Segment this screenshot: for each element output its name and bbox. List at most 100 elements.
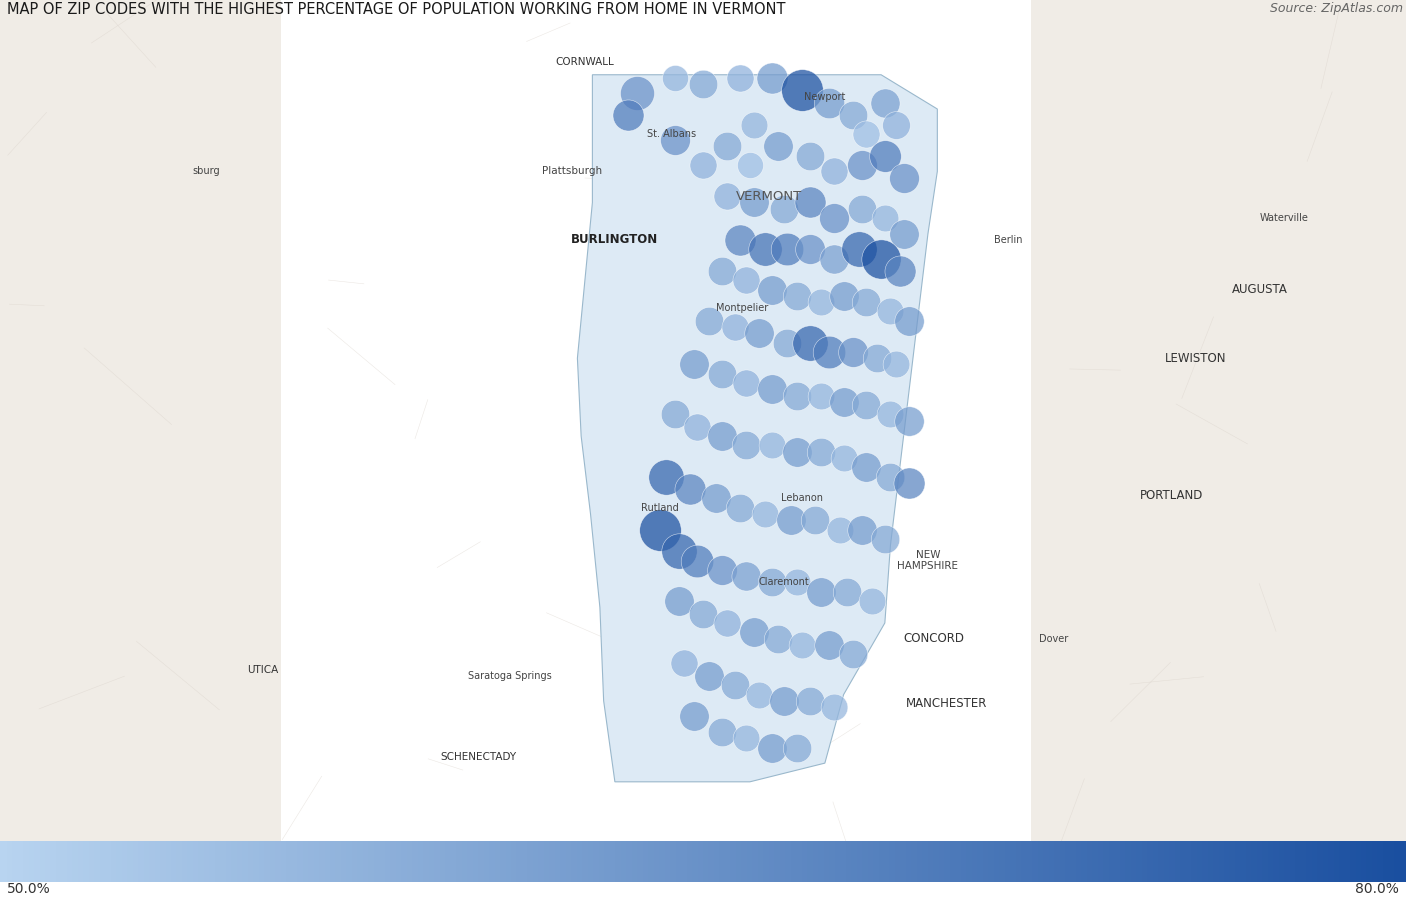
Polygon shape bbox=[0, 0, 281, 841]
Point bbox=[889, 263, 911, 278]
Point bbox=[742, 118, 765, 132]
Point bbox=[898, 476, 921, 490]
Point bbox=[870, 252, 893, 266]
Point bbox=[799, 195, 821, 209]
Text: 80.0%: 80.0% bbox=[1355, 882, 1399, 896]
Point bbox=[851, 158, 873, 173]
Point bbox=[893, 170, 915, 184]
Point bbox=[832, 289, 855, 303]
Text: NEW
HAMPSHIRE: NEW HAMPSHIRE bbox=[897, 550, 959, 572]
Point bbox=[742, 195, 765, 209]
Point bbox=[668, 544, 690, 558]
Point bbox=[710, 725, 733, 739]
Point bbox=[761, 741, 783, 755]
Point bbox=[810, 388, 832, 403]
Point bbox=[742, 625, 765, 639]
Point bbox=[855, 295, 877, 309]
Point bbox=[823, 165, 845, 179]
Text: PORTLAND: PORTLAND bbox=[1140, 489, 1204, 502]
Text: Plattsburgh: Plattsburgh bbox=[541, 166, 602, 176]
Point bbox=[810, 444, 832, 458]
Text: Saratoga Springs: Saratoga Springs bbox=[468, 671, 551, 681]
Point bbox=[716, 189, 738, 203]
Point bbox=[730, 233, 752, 247]
Point bbox=[686, 554, 709, 568]
Point bbox=[873, 148, 896, 163]
Point bbox=[664, 407, 686, 422]
Point bbox=[761, 438, 783, 452]
Point bbox=[898, 314, 921, 328]
Point bbox=[828, 522, 851, 537]
Point bbox=[855, 127, 877, 141]
Point bbox=[668, 594, 690, 609]
Polygon shape bbox=[578, 75, 938, 782]
Point bbox=[842, 647, 865, 662]
Point bbox=[873, 211, 896, 226]
Point bbox=[832, 450, 855, 465]
Point bbox=[799, 335, 821, 350]
Point bbox=[823, 211, 845, 226]
Point bbox=[710, 563, 733, 577]
Point bbox=[799, 694, 821, 708]
Point bbox=[786, 388, 808, 403]
Point bbox=[786, 289, 808, 303]
Point bbox=[692, 77, 714, 92]
Point bbox=[772, 201, 794, 216]
Point bbox=[810, 584, 832, 599]
Point bbox=[679, 482, 702, 496]
Point bbox=[766, 631, 789, 645]
Text: Newport: Newport bbox=[804, 92, 845, 102]
Point bbox=[754, 242, 776, 256]
Point bbox=[842, 345, 865, 360]
Point bbox=[761, 575, 783, 590]
Point bbox=[851, 201, 873, 216]
Point bbox=[786, 741, 808, 755]
Point bbox=[780, 513, 803, 528]
Point bbox=[716, 616, 738, 630]
Point bbox=[654, 469, 676, 484]
Text: LEWISTON: LEWISTON bbox=[1166, 352, 1227, 365]
Point bbox=[772, 694, 794, 708]
Point bbox=[776, 335, 799, 350]
Point bbox=[692, 158, 714, 173]
Point bbox=[738, 158, 761, 173]
Point bbox=[664, 133, 686, 147]
Text: Source: ZipAtlas.com: Source: ZipAtlas.com bbox=[1270, 2, 1403, 14]
Text: Rutland: Rutland bbox=[641, 503, 679, 512]
Point bbox=[748, 688, 770, 702]
Point bbox=[792, 637, 814, 652]
Text: CONCORD: CONCORD bbox=[903, 632, 965, 645]
Point bbox=[786, 444, 808, 458]
Point bbox=[879, 469, 901, 484]
Point bbox=[832, 395, 855, 409]
Text: Claremont: Claremont bbox=[758, 577, 808, 587]
Point bbox=[842, 108, 865, 122]
Point bbox=[786, 575, 808, 590]
Point bbox=[664, 71, 686, 85]
Point bbox=[648, 522, 671, 537]
Point bbox=[873, 95, 896, 110]
Point bbox=[710, 367, 733, 381]
Text: AUGUSTA: AUGUSTA bbox=[1232, 283, 1288, 296]
Point bbox=[761, 282, 783, 297]
Point bbox=[804, 513, 827, 528]
Point bbox=[682, 357, 704, 371]
Point bbox=[692, 607, 714, 621]
Point bbox=[851, 522, 873, 537]
Point bbox=[735, 731, 758, 745]
Text: MAP OF ZIP CODES WITH THE HIGHEST PERCENTAGE OF POPULATION WORKING FROM HOME IN : MAP OF ZIP CODES WITH THE HIGHEST PERCEN… bbox=[7, 2, 786, 17]
Point bbox=[735, 569, 758, 583]
Point bbox=[898, 414, 921, 428]
Point bbox=[748, 326, 770, 341]
Point bbox=[710, 263, 733, 278]
Point bbox=[817, 95, 839, 110]
Point bbox=[855, 397, 877, 412]
Point bbox=[686, 420, 709, 434]
Text: BURLINGTON: BURLINGTON bbox=[571, 234, 658, 246]
Point bbox=[761, 382, 783, 396]
Point bbox=[879, 304, 901, 318]
Text: sburg: sburg bbox=[193, 166, 219, 176]
Point bbox=[754, 507, 776, 521]
Point bbox=[697, 314, 720, 328]
Text: VERMONT: VERMONT bbox=[735, 190, 801, 203]
